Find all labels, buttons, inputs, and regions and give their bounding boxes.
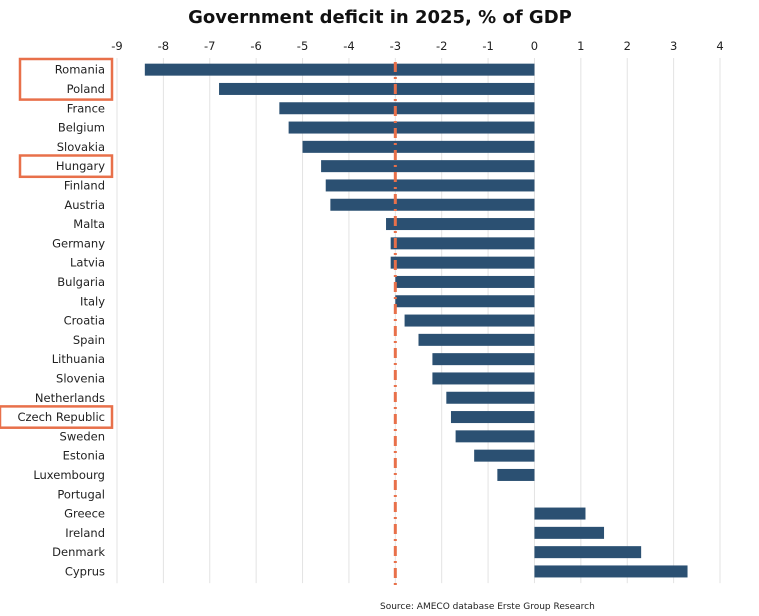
category-label: Slovakia — [57, 140, 105, 154]
bar-spain — [418, 333, 535, 346]
category-label: France — [67, 101, 105, 115]
bar-malta — [386, 218, 535, 231]
x-axis-ticks: -9 -8 -7 -6 -5 -4 -3 -2 -1 0 1 2 3 4 — [111, 39, 723, 53]
source-note: Source: AMECO database Erste Group Resea… — [380, 602, 595, 612]
bar-italy — [395, 295, 535, 308]
category-label: Romania — [55, 63, 105, 77]
category-label: Denmark — [52, 545, 105, 559]
category-label: Spain — [73, 333, 105, 347]
category-label: Germany — [52, 236, 105, 250]
bar-lithuania — [432, 353, 535, 366]
category-label: Austria — [64, 198, 105, 212]
x-tick-label: -1 — [482, 39, 493, 53]
highlight-box — [18, 154, 114, 179]
category-label: Sweden — [60, 429, 105, 443]
bar-belgium — [288, 121, 535, 134]
x-tick-label: -6 — [250, 39, 261, 53]
highlight-boxes — [0, 57, 114, 429]
category-label: Latvia — [70, 256, 105, 270]
category-label: Belgium — [58, 121, 105, 135]
x-tick-label: 3 — [670, 39, 677, 53]
x-tick-label: -5 — [297, 39, 308, 53]
category-label: Greece — [64, 507, 105, 521]
highlight-box — [18, 57, 114, 101]
category-label: Croatia — [64, 314, 105, 328]
bar-finland — [325, 179, 535, 192]
category-label: Netherlands — [35, 391, 105, 405]
bar-czech-republic — [450, 411, 535, 424]
x-tick-label: -2 — [436, 39, 447, 53]
category-label: Italy — [80, 294, 105, 308]
x-tick-label: -3 — [390, 39, 401, 53]
bar-greece — [534, 507, 586, 520]
x-tick-label: -7 — [204, 39, 215, 53]
bar-ireland — [534, 526, 605, 539]
x-tick-label: 2 — [624, 39, 631, 53]
category-label: Czech Republic — [17, 410, 105, 424]
bar-sweden — [455, 430, 535, 443]
category-label: Cyprus — [65, 564, 105, 578]
x-tick-label: 1 — [577, 39, 584, 53]
bar-estonia — [474, 449, 535, 462]
bar-slovakia — [302, 140, 535, 153]
category-label: Malta — [73, 217, 105, 231]
bar-romania — [144, 63, 535, 76]
category-label: Luxembourg — [33, 468, 105, 482]
highlight-box — [0, 405, 114, 429]
bar-germany — [390, 237, 535, 250]
bar-bulgaria — [395, 275, 535, 288]
x-tick-label: 0 — [531, 39, 538, 53]
x-tick-label: -8 — [158, 39, 169, 53]
category-label: Estonia — [63, 449, 105, 463]
category-label: Poland — [67, 82, 105, 96]
category-labels: Romania Poland France Belgium Slovakia Hungar… — [17, 63, 105, 579]
bar-latvia — [390, 256, 535, 269]
bar-poland — [219, 82, 535, 95]
x-tick-label: 4 — [716, 39, 723, 53]
bar-cyprus — [534, 565, 688, 578]
bar-austria — [330, 198, 535, 211]
category-label: Ireland — [65, 526, 105, 540]
bar-denmark — [534, 546, 642, 559]
category-label: Portugal — [57, 487, 105, 501]
bar-croatia — [404, 314, 535, 327]
x-tick-label: -9 — [111, 39, 122, 53]
bar-slovenia — [432, 372, 535, 385]
x-tick-label: -4 — [343, 39, 354, 53]
bars — [144, 63, 688, 578]
category-label: Lithuania — [52, 352, 105, 366]
category-label: Slovenia — [56, 371, 105, 385]
bar-france — [279, 102, 535, 115]
category-label: Hungary — [56, 159, 105, 173]
category-label: Finland — [64, 178, 105, 192]
chart-title: Government deficit in 2025, % of GDP — [188, 7, 572, 28]
bar-netherlands — [446, 391, 535, 404]
bar-hungary — [321, 160, 535, 173]
bar-luxembourg — [497, 468, 535, 481]
category-label: Bulgaria — [57, 275, 105, 289]
